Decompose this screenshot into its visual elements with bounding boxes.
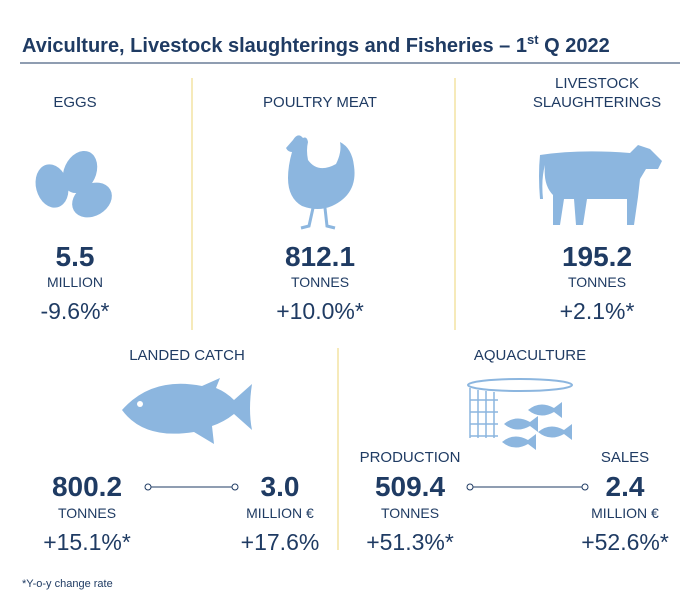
eggs-change: -9.6%* — [40, 298, 109, 324]
poultry-unit: TONNES — [291, 274, 349, 290]
poultry-label: POULTRY MEAT — [263, 94, 377, 111]
title-main: Aviculture, Livestock slaughterings and … — [22, 35, 527, 57]
footnote: *Y-o-y change rate — [22, 578, 113, 590]
connector — [466, 483, 589, 491]
catch-quantity-change: +15.1%* — [43, 529, 131, 555]
sales-label: SALES — [601, 449, 649, 466]
production-value: 509.4 — [375, 471, 445, 502]
sales-value: 2.4 — [606, 471, 645, 502]
connector — [144, 483, 239, 491]
poultry-value: 812.1 — [285, 241, 355, 272]
title: Aviculture, Livestock slaughterings and … — [22, 32, 610, 57]
sales-unit: MILLION € — [591, 505, 659, 521]
catch-amount-unit: MILLION € — [246, 505, 314, 521]
cow-icon — [539, 145, 662, 225]
catch-quantity-value: 800.2 — [52, 471, 122, 502]
production-change: +51.3%* — [366, 529, 454, 555]
livestock-value: 195.2 — [562, 241, 632, 272]
livestock-label: LIVESTOCK — [555, 75, 639, 92]
aquaculture-icon — [467, 378, 573, 450]
livestock-unit: TONNES — [568, 274, 626, 290]
aquaculture-label: AQUACULTURE — [474, 347, 586, 364]
eggs-icon — [35, 150, 112, 218]
catch-amount-value: 3.0 — [261, 471, 300, 502]
livestock-change: +2.1%* — [560, 298, 635, 324]
production-unit: TONNES — [381, 505, 439, 521]
production-label: PRODUCTION — [360, 449, 461, 466]
fish-icon — [122, 378, 252, 444]
title-superscript: st — [527, 32, 539, 47]
eggs-label: EGGS — [53, 94, 96, 111]
catch-quantity-unit: TONNES — [58, 505, 116, 521]
poultry-change: +10.0%* — [276, 298, 364, 324]
livestock-label: SLAUGHTERINGS — [533, 94, 661, 111]
catch-amount-change: +17.6% — [241, 529, 320, 555]
eggs-value: 5.5 — [56, 241, 95, 272]
chicken-icon — [286, 135, 355, 230]
eggs-unit: MILLION — [47, 274, 103, 290]
sales-change: +52.6%* — [581, 529, 669, 555]
landed-catch-label: LANDED CATCH — [129, 347, 245, 364]
title-suffix: Q 2022 — [539, 35, 610, 57]
